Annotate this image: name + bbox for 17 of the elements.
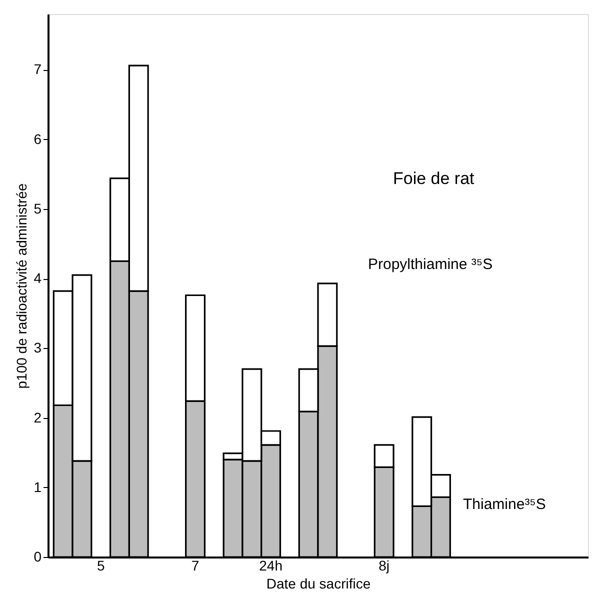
text: Foie de rat — [393, 169, 475, 188]
y-tick-label: 4 — [34, 270, 42, 286]
x-tick-label: 5 — [96, 558, 105, 574]
y-tick-label: 3 — [34, 340, 42, 356]
y-tick-label: 5 — [34, 200, 42, 216]
series-label: Thiamine³⁵S — [463, 496, 546, 513]
y-tick-label: 7 — [34, 61, 42, 78]
x-tick-label: 7 — [191, 558, 200, 574]
text: Propylthiamine ³⁵S — [368, 256, 493, 273]
y-tick-label: 6 — [34, 130, 42, 147]
y-tick-label: 2 — [34, 409, 42, 426]
x-tick-label: 24h — [259, 558, 282, 574]
y-tick-label: 1 — [34, 478, 42, 495]
y-tick-label: 0 — [34, 548, 42, 564]
x-tick-label: 8j — [378, 558, 390, 574]
y-axis-title: p100 de radioactivité administrée — [14, 183, 30, 389]
x-axis-title: Date du sacrifice — [266, 576, 371, 592]
